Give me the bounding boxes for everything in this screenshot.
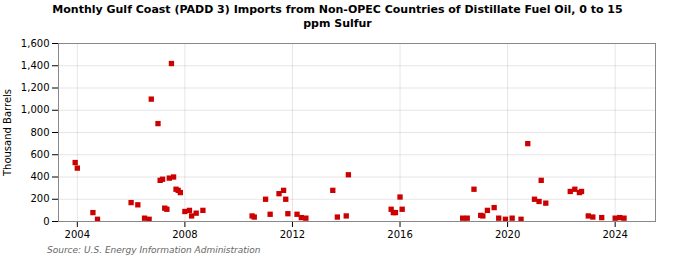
svg-text:2004: 2004 <box>65 228 90 239</box>
svg-text:1,000: 1,000 <box>21 104 50 115</box>
svg-text:800: 800 <box>30 126 49 137</box>
svg-text:1,200: 1,200 <box>21 82 50 93</box>
svg-text:2008: 2008 <box>172 228 197 239</box>
svg-text:400: 400 <box>30 171 49 182</box>
svg-text:1,400: 1,400 <box>21 59 50 70</box>
svg-text:2020: 2020 <box>495 228 520 239</box>
svg-text:200: 200 <box>30 193 49 204</box>
svg-text:2016: 2016 <box>387 228 412 239</box>
svg-text:2024: 2024 <box>602 228 627 239</box>
html-text:Monthly Gulf Coast (PADD 3) Im: Monthly Gulf Coast (PADD 3) Imports from… <box>52 3 623 30</box>
svg-text:2012: 2012 <box>280 228 305 239</box>
svg-text:0: 0 <box>43 215 49 226</box>
svg-text:1,600: 1,600 <box>21 37 50 48</box>
svg-text:Thousand Barrels: Thousand Barrels <box>2 88 13 176</box>
html-text:Source: U.S. Energy Informatio: Source: U.S. Energy Information Administ… <box>47 244 261 255</box>
svg-text:600: 600 <box>30 148 49 159</box>
